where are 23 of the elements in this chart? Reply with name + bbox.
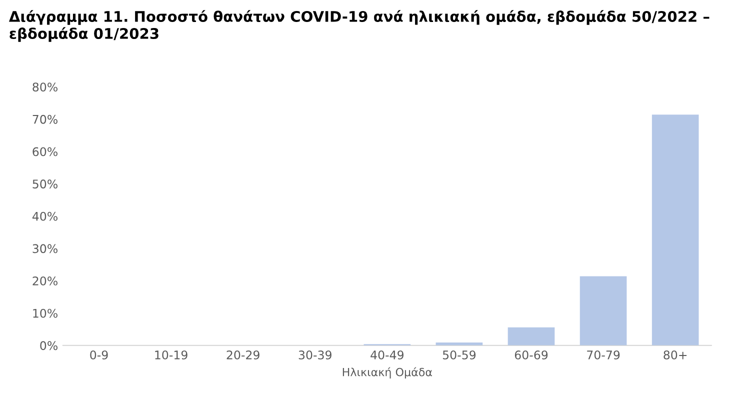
x-tick-label: 10-19 [155, 350, 188, 360]
bar [580, 276, 627, 346]
x-axis-title: Ηλικιακή Ομάδα [342, 367, 432, 378]
bar [652, 114, 699, 346]
x-tick-label: 50-59 [442, 350, 476, 360]
chart-title: Διάγραμμα 11. Ποσοστό θανάτων COVID-19 ανά ηλικιακή ομάδα, εβδομάδα 50/2022 – εβδομάδα 01/2023 [8, 10, 710, 42]
y-tick-label: 60% [32, 147, 58, 156]
bar [508, 327, 555, 346]
y-tick-label: 50% [32, 180, 58, 188]
y-tick-label: 70% [32, 114, 58, 124]
x-tick-label: 80+ [664, 350, 687, 360]
y-tick-label: 80% [32, 82, 58, 92]
x-tick-label: 60-69 [514, 350, 548, 360]
y-tick-label: 30% [32, 244, 58, 254]
x-tick-label: 70-79 [587, 350, 620, 360]
x-tick-label: 0-9 [90, 350, 108, 360]
y-tick-label: 10% [33, 308, 58, 318]
x-tick-label: 30-39 [298, 350, 332, 360]
y-tick-label: 40% [32, 212, 58, 221]
y-tick-label: 20% [32, 276, 58, 286]
y-tick-label: 0% [40, 341, 58, 350]
x-tick-label: 40-49 [370, 350, 404, 360]
x-tick-label: 20-29 [226, 350, 260, 360]
